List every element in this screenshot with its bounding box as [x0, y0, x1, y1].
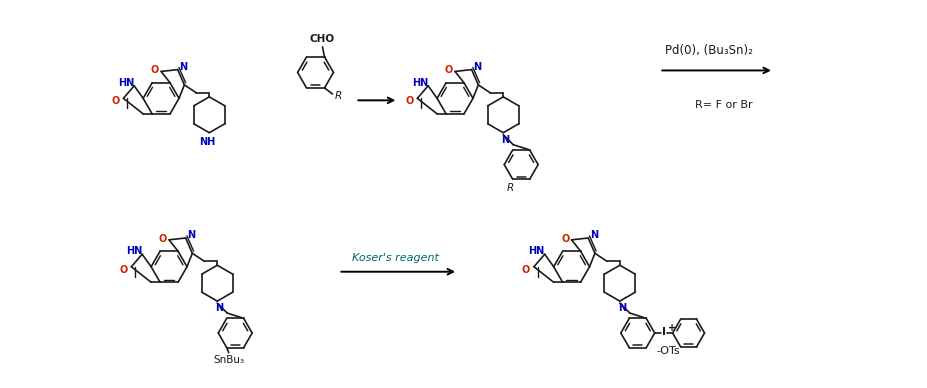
- Text: O: O: [444, 66, 452, 75]
- Text: N: N: [473, 62, 481, 72]
- Text: -OTs: -OTs: [656, 346, 679, 356]
- Text: N: N: [180, 62, 187, 72]
- Text: +: +: [667, 323, 675, 333]
- Text: R= F or Br: R= F or Br: [694, 100, 752, 110]
- Text: O: O: [120, 265, 127, 275]
- Text: N: N: [501, 135, 509, 145]
- Text: O: O: [405, 96, 413, 106]
- Text: HN: HN: [412, 78, 428, 88]
- Text: N: N: [187, 230, 196, 240]
- Text: CHO: CHO: [310, 34, 335, 44]
- Text: HN: HN: [126, 246, 142, 256]
- Text: I: I: [661, 327, 665, 337]
- Text: O: O: [111, 96, 120, 106]
- Text: SnBu₃: SnBu₃: [213, 355, 244, 365]
- Text: N: N: [590, 230, 598, 240]
- Text: R: R: [506, 183, 514, 193]
- Text: HN: HN: [528, 246, 544, 256]
- Text: O: O: [159, 234, 167, 244]
- Text: Pd(0), (Bu₃Sn)₂: Pd(0), (Bu₃Sn)₂: [665, 44, 752, 57]
- Text: Koser's reagent: Koser's reagent: [351, 253, 438, 263]
- Text: N: N: [215, 303, 223, 313]
- Text: O: O: [151, 66, 159, 75]
- Text: HN: HN: [118, 78, 134, 88]
- Text: O: O: [561, 234, 569, 244]
- Text: NH: NH: [199, 137, 215, 147]
- Text: N: N: [617, 303, 625, 313]
- Text: O: O: [521, 265, 529, 275]
- Text: R: R: [335, 91, 342, 101]
